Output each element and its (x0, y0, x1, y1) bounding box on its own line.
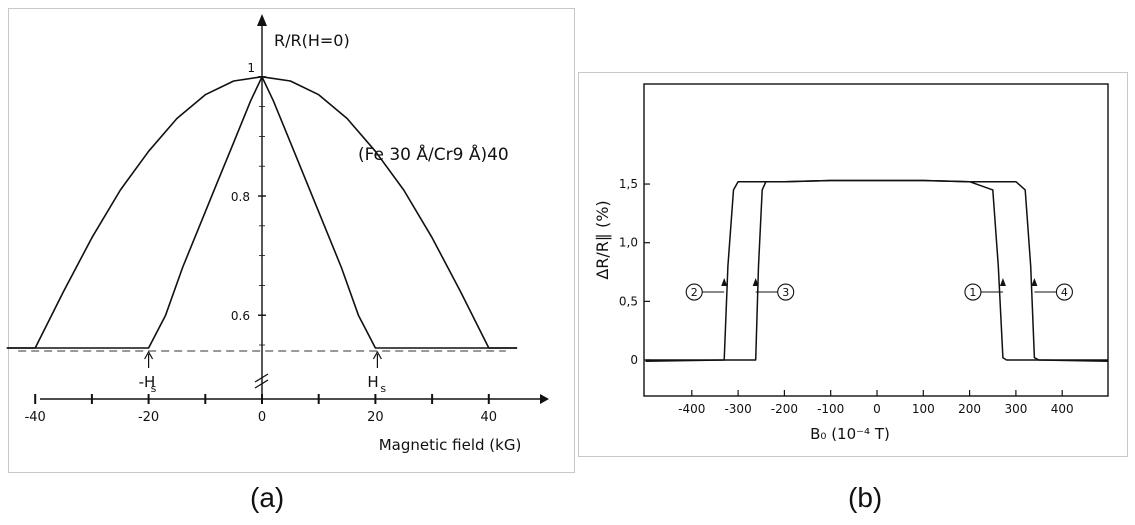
a-x-axis-arrow (540, 394, 549, 404)
b-y-tick-label: 1,0 (619, 236, 638, 250)
a-y-tick-label: 0.8 (231, 190, 250, 204)
a-x-tick-label: 40 (481, 410, 498, 425)
b-x-tick-label: -200 (771, 402, 798, 416)
b-marker-label: 1 (969, 286, 976, 299)
a-x-axis-label: Magnetic field (kG) (379, 436, 522, 454)
panel-a-frame (8, 8, 575, 473)
a-axis-break (254, 373, 269, 389)
a-hs-subscript: s (151, 382, 157, 395)
a-hs-label: H (367, 373, 378, 391)
panel-b-frame (578, 72, 1128, 457)
a-hs-subscript: s (380, 382, 386, 395)
a-y-tick-label: 0.6 (231, 309, 250, 323)
b-y-tick-label: 0 (630, 353, 638, 367)
b-marker-arrow (999, 278, 1006, 287)
b-marker-arrow (752, 278, 759, 287)
b-marker-label: 4 (1061, 286, 1068, 299)
b-x-tick-label: 200 (958, 402, 981, 416)
b-y-tick-label: 0,5 (619, 294, 638, 308)
a-y-axis-label: R/R(H=0) (274, 31, 350, 50)
b-x-tick-label: -400 (678, 402, 705, 416)
a-hs-label: -H (139, 373, 156, 391)
a-x-tick-label: 0 (258, 410, 266, 425)
b-marker-label: 2 (691, 286, 698, 299)
panel-b-plot (643, 83, 1109, 397)
b-x-axis-label: B₀ (10⁻⁴ T) (810, 425, 890, 443)
b-marker-arrow (721, 278, 728, 287)
a-hs-arrowhead (372, 350, 382, 360)
a-curve-2 (6, 76, 518, 349)
caption-a: (a) (250, 482, 285, 513)
b-x-tick-label: 100 (912, 402, 935, 416)
a-x-tick-label: -40 (25, 410, 46, 425)
b-x-tick-label: -100 (817, 402, 844, 416)
caption-b: (b) (848, 482, 883, 513)
a-x-tick-label: 20 (367, 410, 384, 425)
b-plot-frame (643, 83, 1109, 397)
a-y-tick-label: 1 (247, 61, 255, 75)
b-curve-1 (645, 179, 1109, 362)
b-x-tick-label: 400 (1051, 402, 1074, 416)
b-x-tick-label: 0 (873, 402, 881, 416)
b-marker-circle (777, 283, 795, 301)
b-curve-2 (645, 179, 1109, 362)
b-x-tick-label: 300 (1004, 402, 1027, 416)
a-x-tick-label: -20 (138, 410, 159, 425)
a-y-axis-arrow (257, 14, 267, 26)
b-marker-circle (964, 283, 982, 301)
b-marker-circle (685, 283, 703, 301)
b-y-tick-label: 1,5 (619, 177, 638, 191)
b-marker-arrow (1031, 278, 1038, 287)
b-marker-label: 3 (782, 286, 789, 299)
a-hs-arrowhead (144, 350, 154, 360)
b-y-axis-label: ΔR/R∥ (%) (593, 200, 612, 279)
panel-a-plot (6, 14, 549, 404)
a-sample-label: (Fe 30 Å/Cr9 Å)40 (358, 143, 509, 165)
b-marker-circle (1055, 283, 1073, 301)
b-x-tick-label: -300 (724, 402, 751, 416)
